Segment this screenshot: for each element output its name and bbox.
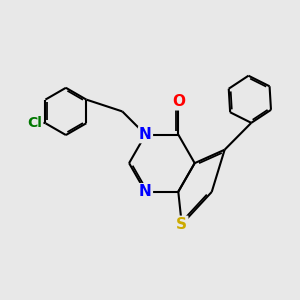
Text: Cl: Cl [28, 116, 42, 130]
Text: S: S [176, 217, 187, 232]
Text: N: N [139, 127, 152, 142]
Text: N: N [139, 184, 152, 199]
Text: O: O [172, 94, 185, 109]
